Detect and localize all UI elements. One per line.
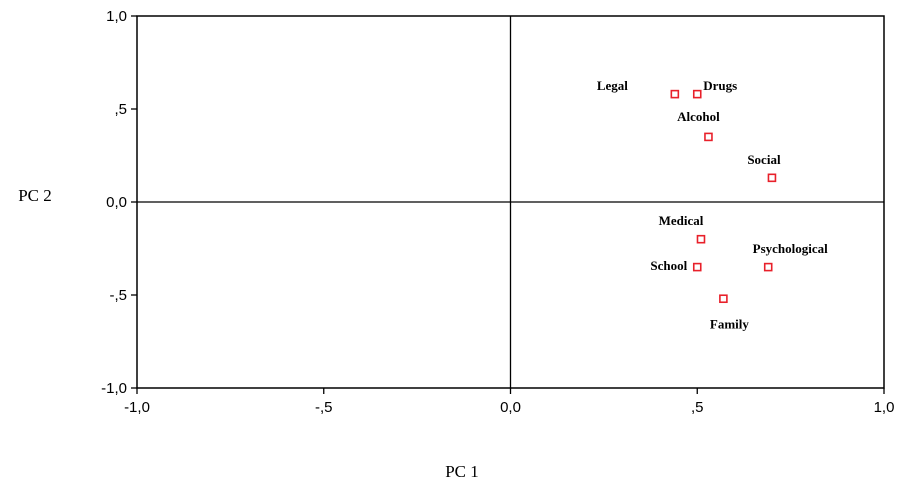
point-marker-legal: [670, 89, 680, 99]
point-marker-medical: [696, 234, 706, 244]
point-label-psychological: Psychological: [753, 241, 828, 256]
point-label-legal: Legal: [597, 78, 628, 93]
y-tick-label: -,5: [109, 287, 127, 304]
point-marker-psychological: [763, 262, 773, 272]
point-label-alcohol: Alcohol: [677, 109, 720, 124]
point-marker-school: [692, 262, 702, 272]
point-marker-drugs: [692, 89, 702, 99]
y-axis-title: PC 2: [18, 186, 52, 205]
x-axis-title: PC 1: [445, 462, 479, 481]
x-tick-label: ,5: [691, 399, 704, 416]
y-tick-label: 0,0: [106, 194, 127, 211]
point-label-school: School: [650, 258, 687, 273]
point-marker-social: [767, 173, 777, 183]
point-label-drugs: Drugs: [703, 78, 737, 93]
y-tick-label: ,5: [114, 101, 127, 118]
x-tick-label: 0,0: [500, 399, 521, 416]
point-label-social: Social: [747, 152, 781, 167]
y-tick-label: -1,0: [101, 380, 127, 397]
x-tick-label: 1,0: [874, 399, 895, 416]
point-marker-alcohol: [704, 132, 713, 142]
point-label-medical: Medical: [659, 213, 704, 228]
point-marker-family: [719, 294, 728, 304]
x-tick-label: -,5: [315, 399, 333, 416]
x-tick-label: -1,0: [124, 399, 150, 416]
point-label-family: Family: [710, 317, 749, 332]
y-tick-label: 1,0: [106, 8, 127, 25]
